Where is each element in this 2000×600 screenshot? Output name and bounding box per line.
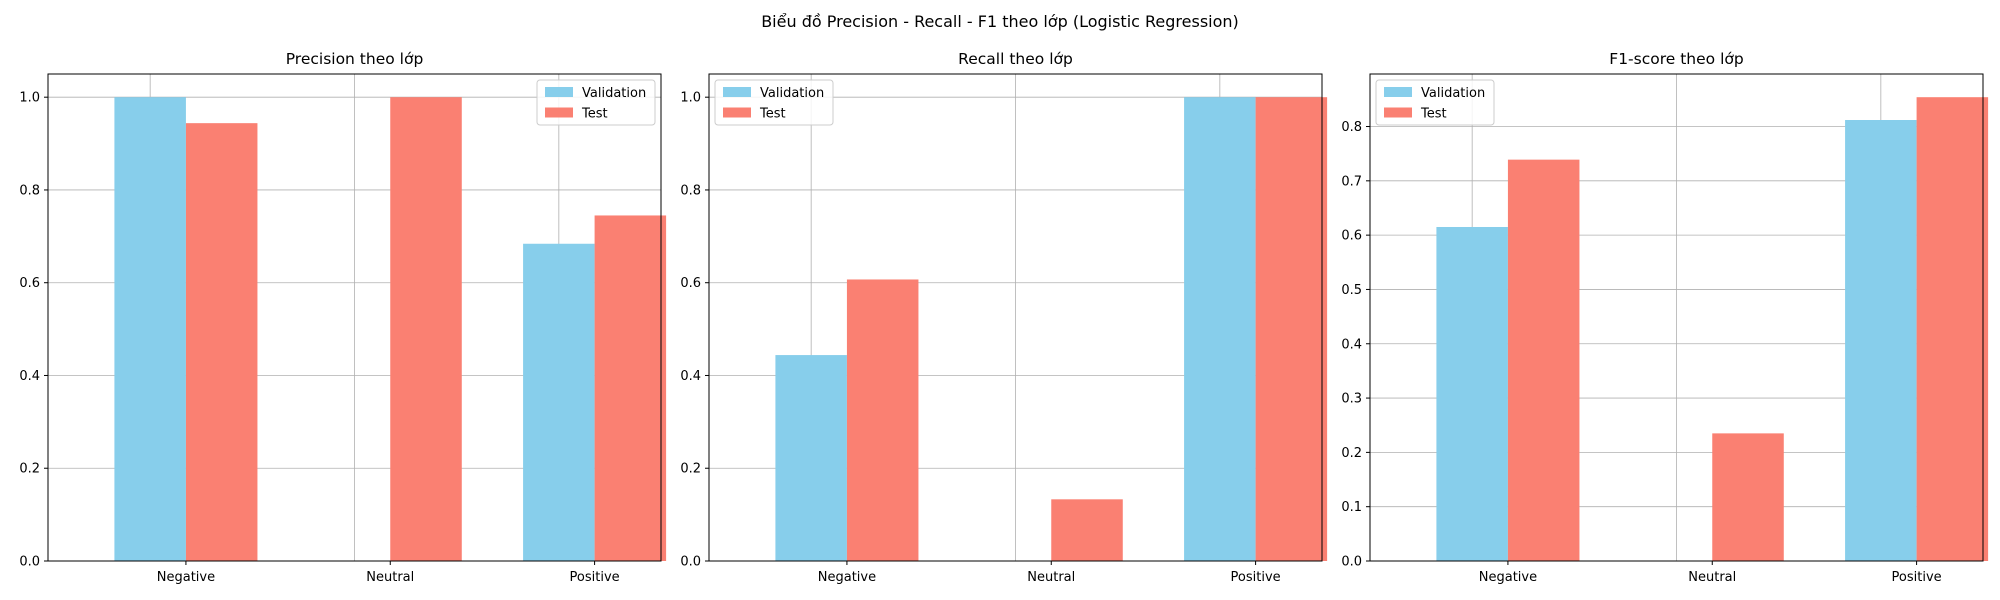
legend-label-validation: Validation bbox=[760, 86, 824, 101]
legend-label-test: Test bbox=[581, 107, 608, 122]
bar-validation-positive bbox=[1184, 97, 1256, 561]
y-tick-label: 1.0 bbox=[19, 91, 40, 106]
legend-swatch-validation bbox=[545, 87, 573, 97]
subplot-title: Recall theo lớp bbox=[958, 50, 1073, 68]
y-tick-label: 0.7 bbox=[1341, 174, 1362, 189]
y-tick-label: 0.3 bbox=[1341, 392, 1362, 407]
subplot-title: F1-score theo lớp bbox=[1609, 50, 1743, 68]
y-tick-label: 0.6 bbox=[19, 276, 40, 291]
bar-test-negative bbox=[846, 279, 919, 561]
y-tick-label: 0.4 bbox=[19, 369, 40, 384]
legend: Validation Test bbox=[714, 79, 834, 126]
legend-label-test: Test bbox=[1420, 107, 1447, 122]
subplot-1: 0.0 0.2 0.4 0.6 0.8 1.0 Negative Neutral Positiv… bbox=[19, 50, 667, 585]
legend-swatch-test bbox=[1384, 107, 1412, 118]
y-tick-label: 0.0 bbox=[1341, 555, 1362, 570]
y-tick-label: 0.8 bbox=[19, 183, 40, 198]
bar-test-neutral bbox=[1712, 433, 1784, 561]
legend-label-validation: Validation bbox=[582, 86, 646, 101]
subplot-title: Precision theo lớp bbox=[286, 50, 424, 68]
axes-frame bbox=[708, 73, 1323, 562]
bar-test-positive bbox=[594, 215, 667, 561]
x-tick-label: Negative bbox=[818, 570, 876, 585]
bar-validation-negative bbox=[114, 97, 186, 561]
y-tick-label: 0.8 bbox=[1341, 120, 1362, 135]
legend-swatch-test bbox=[723, 107, 751, 118]
bar-validation-negative bbox=[775, 355, 847, 561]
y-tick-label: 0.2 bbox=[680, 462, 701, 477]
x-tick-label: Positive bbox=[1892, 570, 1942, 585]
y-tick-label: 0.2 bbox=[1341, 446, 1362, 461]
x-tick-label: Neutral bbox=[1688, 570, 1736, 585]
subplot-3: 0.0 0.1 0.2 0.3 0.4 0.5 0.6 0.7 0.8 Negative Neutr… bbox=[1341, 50, 1989, 585]
bar-test-negative bbox=[185, 123, 258, 561]
y-tick-label: 0.8 bbox=[680, 183, 701, 198]
y-tick-label: 0.1 bbox=[1341, 500, 1362, 515]
legend-label-test: Test bbox=[759, 107, 786, 122]
y-tick-label: 0.4 bbox=[680, 369, 701, 384]
figure-title: Biểu đồ Precision - Recall - F1 theo lớp… bbox=[761, 12, 1239, 31]
legend: Validation Test bbox=[536, 79, 656, 126]
x-tick-label: Positive bbox=[570, 570, 620, 585]
axes-frame bbox=[1369, 73, 1984, 562]
x-tick-label: Negative bbox=[1479, 570, 1537, 585]
y-tick-label: 0.5 bbox=[1341, 283, 1362, 298]
y-tick-label: 0.6 bbox=[680, 276, 701, 291]
legend-swatch-validation bbox=[723, 87, 751, 97]
y-tick-label: 0.6 bbox=[1341, 229, 1362, 244]
bar-test-positive bbox=[1916, 97, 1989, 561]
y-tick-label: 0.2 bbox=[19, 462, 40, 477]
x-tick-label: Neutral bbox=[366, 570, 414, 585]
legend-swatch-test bbox=[545, 107, 573, 118]
axes-frame bbox=[47, 73, 662, 562]
y-tick-label: 0.0 bbox=[19, 555, 40, 570]
bar-test-neutral bbox=[390, 97, 462, 561]
legend-label-validation: Validation bbox=[1421, 86, 1485, 101]
bar-validation-positive bbox=[523, 243, 595, 562]
bar-test-positive bbox=[1255, 97, 1328, 561]
y-tick-label: 0.0 bbox=[680, 555, 701, 570]
bar-validation-positive bbox=[1845, 120, 1917, 561]
legend-swatch-validation bbox=[1384, 87, 1412, 97]
y-tick-label: 1.0 bbox=[680, 91, 701, 106]
bar-validation-negative bbox=[1436, 226, 1508, 561]
x-tick-label: Positive bbox=[1231, 570, 1281, 585]
y-tick-label: 0.4 bbox=[1341, 337, 1362, 352]
x-tick-label: Neutral bbox=[1027, 570, 1075, 585]
bar-test-neutral bbox=[1051, 499, 1123, 561]
legend: Validation Test bbox=[1375, 79, 1495, 126]
bar-test-negative bbox=[1507, 159, 1580, 561]
subplot-2: 0.0 0.2 0.4 0.6 0.8 1.0 Negative Neutral Positiv… bbox=[680, 50, 1328, 585]
x-tick-label: Negative bbox=[157, 570, 215, 585]
